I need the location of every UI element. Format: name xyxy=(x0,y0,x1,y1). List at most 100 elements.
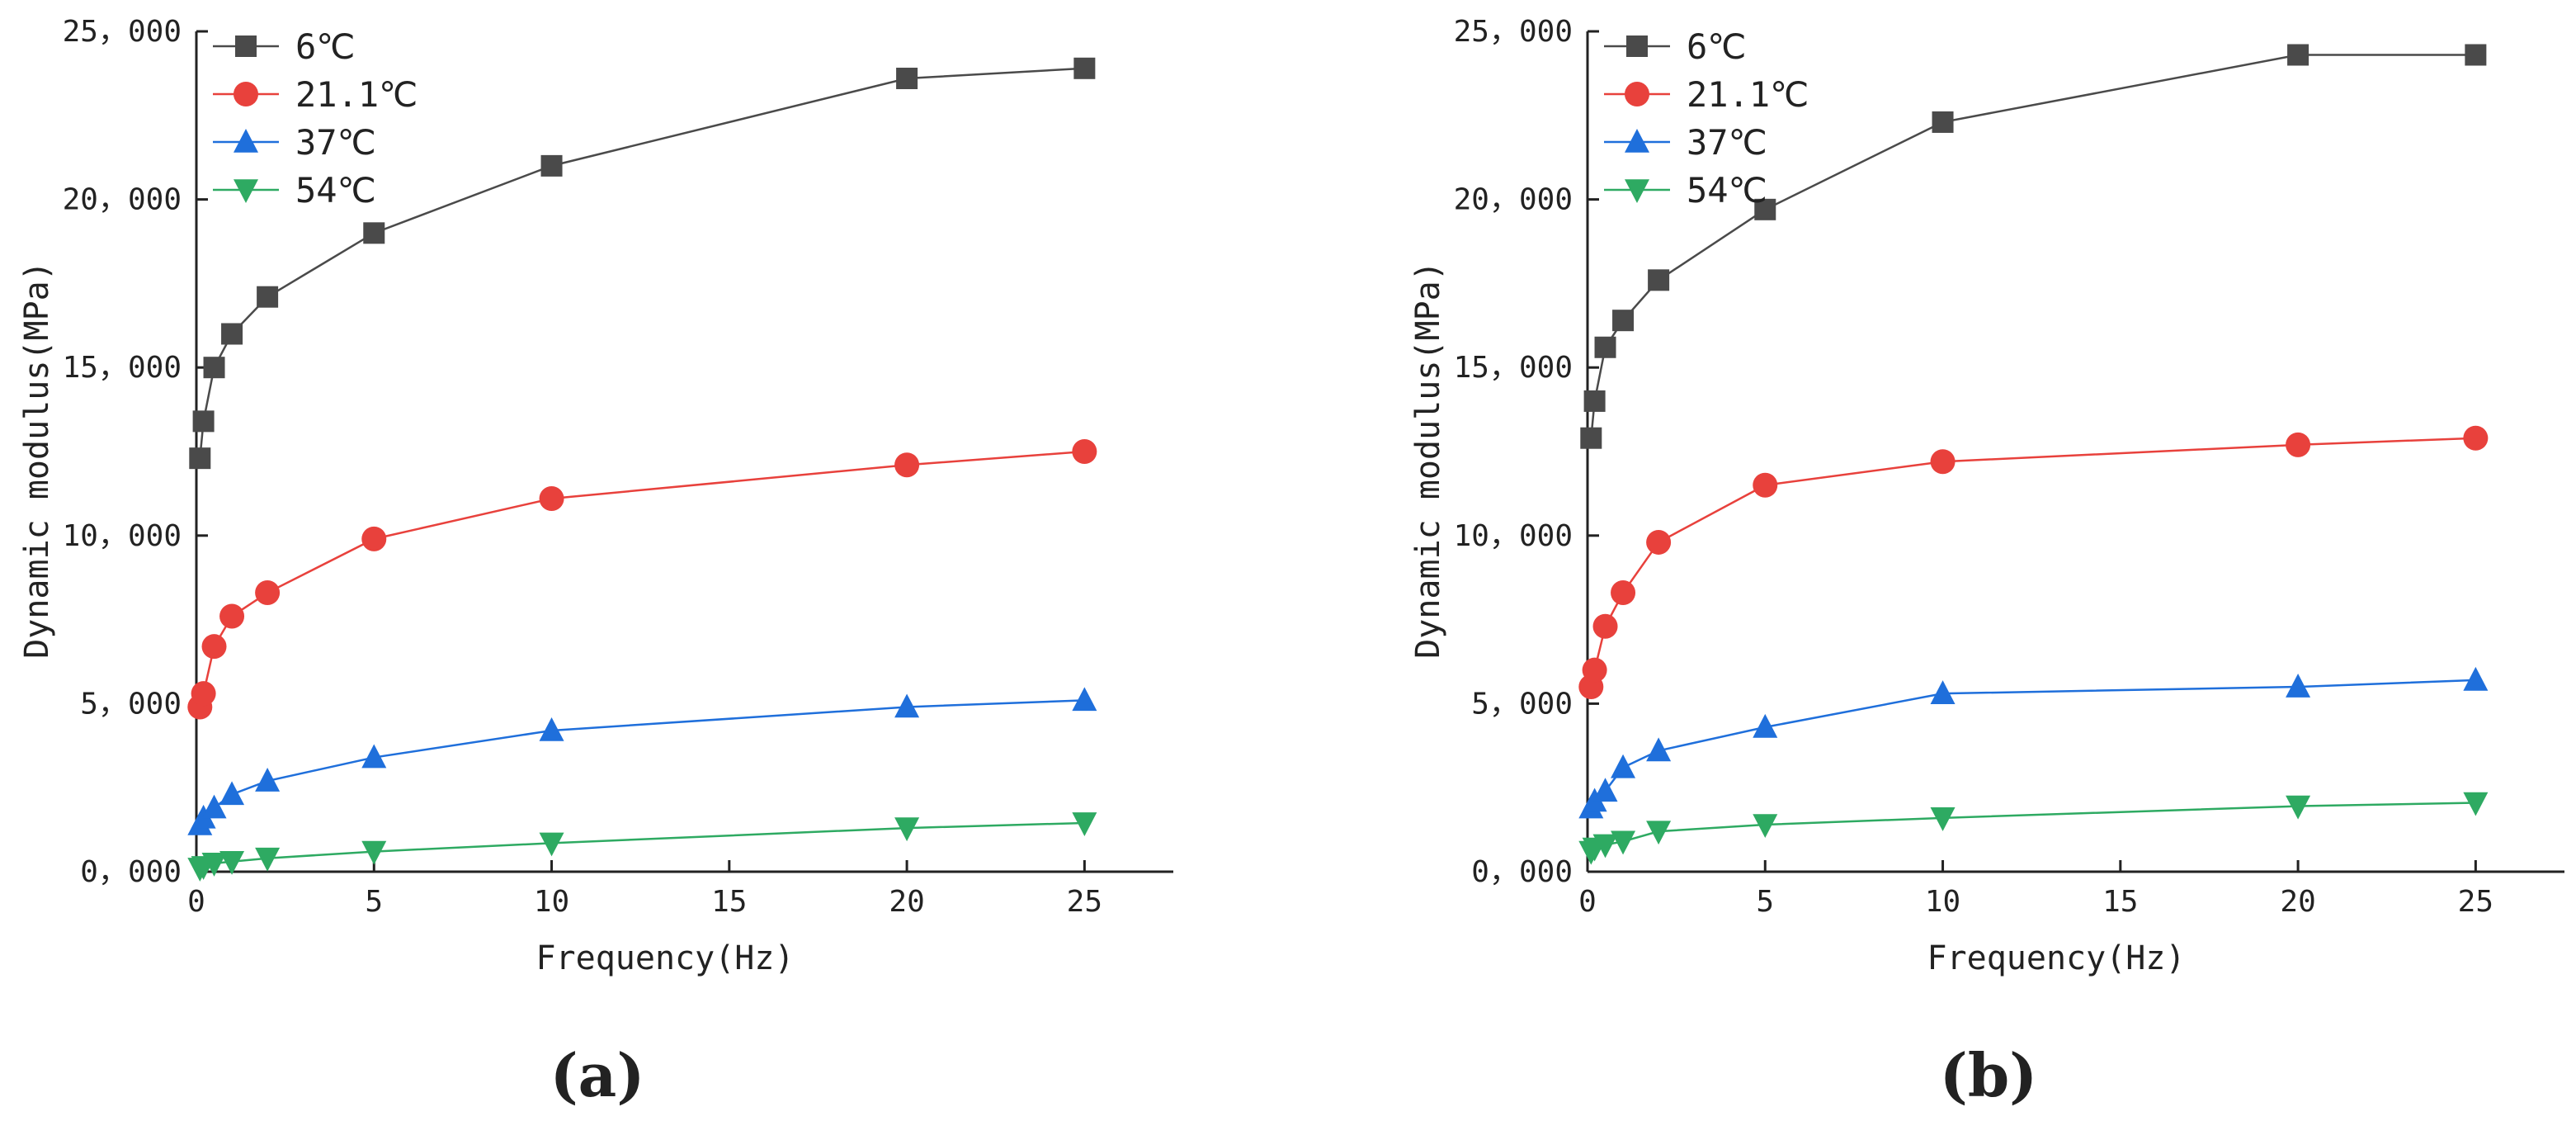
data-point xyxy=(1611,580,1636,606)
legend-label: 54℃ xyxy=(1687,170,1767,210)
data-point xyxy=(2286,432,2311,457)
data-point xyxy=(1072,439,1097,464)
y-tick-label: 0，000 xyxy=(80,855,182,889)
data-point xyxy=(894,693,920,718)
y-tick-label: 15，000 xyxy=(1454,351,1573,385)
data-point xyxy=(1753,713,1778,738)
y-axis-title: Dynamic modulus(MPa) xyxy=(18,261,56,659)
data-point xyxy=(896,68,918,90)
data-point xyxy=(2287,44,2309,66)
data-point xyxy=(2463,792,2489,816)
data-point xyxy=(203,357,225,379)
data-point xyxy=(894,817,920,842)
data-point xyxy=(1594,336,1616,358)
series-line-54C xyxy=(199,821,1085,870)
y-tick-label: 25，000 xyxy=(1454,15,1573,49)
x-tick-label: 25 xyxy=(1067,885,1102,919)
legend-label: 54℃ xyxy=(295,170,376,210)
x-tick-label: 25 xyxy=(2458,885,2493,919)
data-point xyxy=(1592,778,1618,802)
y-tick-label: 20，000 xyxy=(1454,183,1573,217)
data-point xyxy=(1583,390,1606,412)
y-tick-label: 10，000 xyxy=(1454,519,1573,553)
x-tick-label: 10 xyxy=(1925,885,1960,919)
data-point xyxy=(2286,795,2311,820)
x-axis-title: Frequency(Hz) xyxy=(1927,939,2185,977)
data-point xyxy=(1612,310,1635,332)
data-point xyxy=(361,840,387,865)
data-point xyxy=(363,222,385,244)
panel-label-b: (b) xyxy=(1940,1040,2037,1110)
data-point xyxy=(1930,680,1956,704)
series-line-37C xyxy=(1590,679,2476,809)
legend-marker xyxy=(235,35,257,57)
data-point xyxy=(1611,830,1636,855)
y-tick-label: 10，000 xyxy=(63,519,182,553)
data-point xyxy=(1646,529,1672,555)
legend-marker xyxy=(234,129,258,153)
data-point xyxy=(1592,834,1618,858)
legend-marker xyxy=(1625,129,1649,153)
legend-marker xyxy=(1625,179,1649,203)
data-point xyxy=(219,781,245,806)
data-point xyxy=(201,794,227,819)
data-point xyxy=(189,447,211,470)
legend-label: 6℃ xyxy=(1687,26,1746,67)
chart-panel-b: 0 5 10 15 20 25 0，000 5，000 10，000 15，000 20，000 25… xyxy=(1409,15,2564,977)
y-tick-label: 5，000 xyxy=(1471,687,1573,721)
x-tick-label: 10 xyxy=(534,885,569,919)
data-point xyxy=(201,634,227,660)
data-point xyxy=(1072,687,1097,712)
chart-panel-a: 0 5 10 15 20 25 0，000 5，000 10，000 15，000 20，000 25… xyxy=(18,15,1173,977)
x-axis-title: Frequency(Hz) xyxy=(535,939,794,977)
y-tick-label: 25，000 xyxy=(63,15,182,49)
legend-marker xyxy=(1625,82,1649,106)
data-point xyxy=(1930,807,1956,831)
y-tick-label: 15，000 xyxy=(63,351,182,385)
data-point xyxy=(1611,754,1636,778)
data-point xyxy=(1753,814,1778,838)
legend-label: 21.1℃ xyxy=(295,74,418,115)
data-point xyxy=(1582,657,1607,683)
data-point xyxy=(361,526,387,551)
y-tick-label: 20，000 xyxy=(63,183,182,217)
panel-label-a: (a) xyxy=(550,1040,645,1110)
data-point xyxy=(257,286,279,308)
x-tick-label: 20 xyxy=(889,885,924,919)
data-point xyxy=(1648,269,1670,291)
data-point xyxy=(361,744,387,769)
data-point xyxy=(221,323,243,345)
legend-label: 6℃ xyxy=(295,26,355,67)
series-line-21C xyxy=(199,450,1085,707)
legend-label: 37℃ xyxy=(295,122,376,163)
x-tick-label: 20 xyxy=(2280,885,2315,919)
x-tick-label: 15 xyxy=(711,885,747,919)
x-tick-label: 0 xyxy=(187,885,205,919)
data-point xyxy=(2465,44,2487,66)
x-tick-label: 5 xyxy=(1756,885,1774,919)
legend-marker xyxy=(234,82,258,106)
data-point xyxy=(1646,821,1672,845)
data-point xyxy=(1646,737,1672,762)
data-point xyxy=(540,154,563,177)
data-point xyxy=(2286,674,2311,698)
y-axis-title: Dynamic modulus(MPa) xyxy=(1409,261,1447,659)
data-point xyxy=(539,486,564,512)
series-line-21C xyxy=(1590,437,2476,688)
data-point xyxy=(1592,613,1618,639)
legend-marker xyxy=(234,179,258,203)
data-point xyxy=(1072,812,1097,836)
data-point xyxy=(539,832,564,857)
data-point xyxy=(1753,472,1778,498)
data-point xyxy=(1932,111,1954,133)
legend-label: 37℃ xyxy=(1687,122,1767,163)
data-point xyxy=(2463,425,2489,451)
y-tick-label: 0，000 xyxy=(1471,855,1573,889)
x-tick-label: 0 xyxy=(1578,885,1597,919)
x-tick-label: 5 xyxy=(365,885,383,919)
data-point xyxy=(219,850,245,875)
legend-marker xyxy=(1626,35,1648,57)
data-point xyxy=(2463,666,2489,691)
data-point xyxy=(255,580,281,606)
